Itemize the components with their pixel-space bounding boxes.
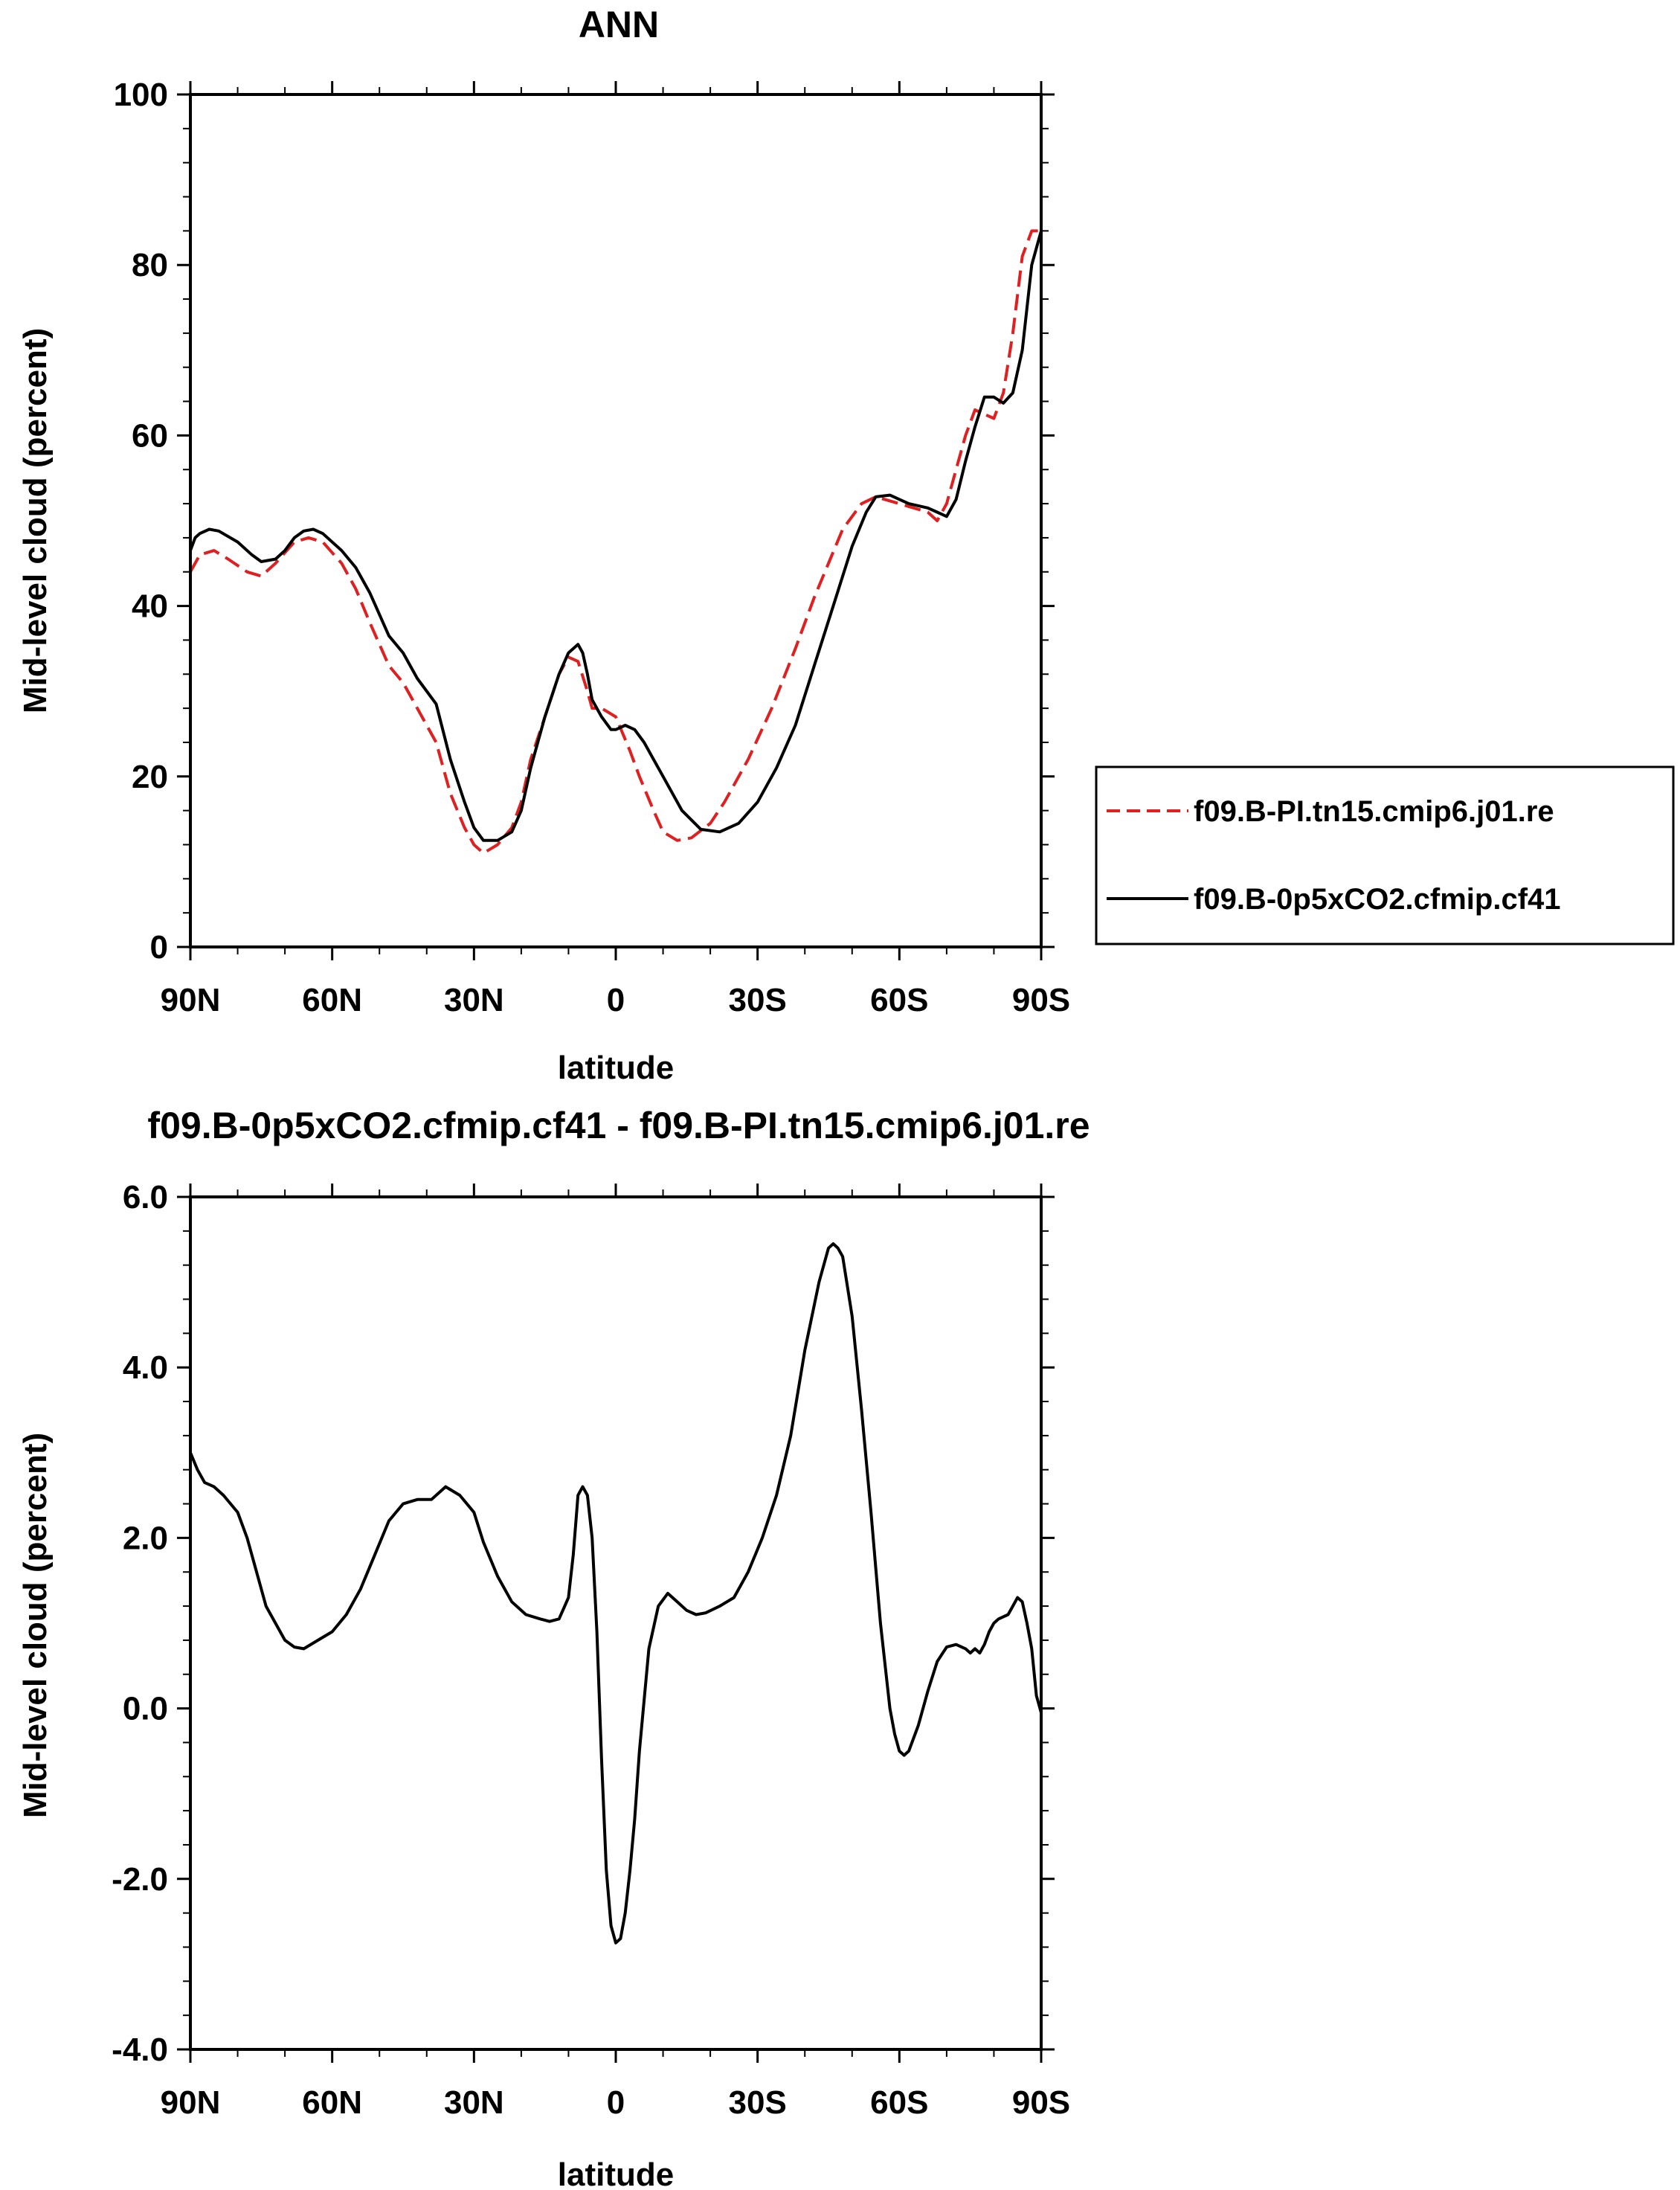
y-tick-label: 0 — [150, 929, 168, 966]
plot-frame-bottom — [189, 1195, 1043, 2051]
x-tick-label: 90N — [161, 2084, 221, 2121]
legend: f09.B-PI.tn15.cmip6.j01.re f09.B-0p5xCO2… — [1095, 765, 1675, 945]
y-tick-label: 6.0 — [123, 1179, 168, 1216]
x-tick-label: 90N — [161, 982, 221, 1018]
x-tick-labels-top: 90N 60N 30N 0 30S 60S 90S — [161, 982, 1071, 1018]
chart-panel-bottom: f09.B-0p5xCO2.cfmip.cf41 - f09.B-PI.tn15… — [17, 1105, 1090, 2190]
x-tick-label: 30N — [444, 2084, 504, 2121]
series-lines-top — [189, 229, 1043, 855]
x-tick-label: 90S — [1012, 2084, 1070, 2121]
y-tick-label: 40 — [132, 588, 168, 625]
x-tick-labels-bottom: 90N 60N 30N 0 30S 60S 90S — [161, 2084, 1071, 2121]
x-tick-label: 0 — [607, 2084, 625, 2121]
legend-box — [1095, 765, 1675, 945]
y-tick-label: 2.0 — [123, 1520, 168, 1556]
x-tick-label: 60N — [302, 982, 362, 1018]
tick-marks-top — [177, 81, 1055, 960]
y-tick-label: 0.0 — [123, 1691, 168, 1727]
y-tick-label: -2.0 — [112, 1861, 168, 1898]
series-line-experiment — [189, 230, 1043, 842]
y-tick-label: 20 — [132, 759, 168, 795]
x-tick-label: 0 — [607, 982, 625, 1018]
chart-title-bottom: f09.B-0p5xCO2.cfmip.cf41 - f09.B-PI.tn15… — [147, 1105, 1090, 1146]
x-tick-label: 60N — [302, 2084, 362, 2121]
y-tick-labels-top: 0 20 40 60 80 100 — [114, 77, 168, 966]
x-axis-label-bottom: latitude — [558, 2157, 674, 2190]
legend-label-control: f09.B-PI.tn15.cmip6.j01.re — [1194, 795, 1554, 828]
series-line-control — [189, 229, 1041, 855]
chart-panel-top: ANN 0 20 40 60 80 100 90N 60N 30N 0 30S 60S 90S lat… — [17, 4, 1675, 1086]
y-tick-label: 100 — [114, 77, 168, 113]
chart-title-top: ANN — [579, 4, 659, 45]
legend-label-experiment: f09.B-0p5xCO2.cfmip.cf41 — [1194, 883, 1561, 916]
y-tick-label: 4.0 — [123, 1349, 168, 1386]
x-axis-label-top: latitude — [558, 1050, 674, 1086]
y-tick-label: 60 — [132, 417, 168, 454]
y-tick-label: 80 — [132, 247, 168, 283]
x-tick-label: 60S — [870, 982, 928, 1018]
x-tick-label: 30N — [444, 982, 504, 1018]
x-tick-label: 90S — [1012, 982, 1070, 1018]
x-tick-label: 60S — [870, 2084, 928, 2121]
y-tick-labels-bottom: -4.0 -2.0 0.0 2.0 4.0 6.0 — [112, 1179, 168, 2068]
y-axis-label-top: Mid-level cloud (percent) — [17, 328, 54, 713]
series-line-difference — [189, 1242, 1043, 1945]
tick-marks-bottom — [177, 1184, 1055, 2063]
y-axis-label-bottom: Mid-level cloud (percent) — [17, 1433, 54, 1818]
x-tick-label: 30S — [729, 982, 787, 1018]
plot-frame-top — [189, 93, 1043, 948]
y-tick-label: -4.0 — [112, 2032, 168, 2068]
series-lines-bottom — [189, 1242, 1043, 1945]
x-tick-label: 30S — [729, 2084, 787, 2121]
